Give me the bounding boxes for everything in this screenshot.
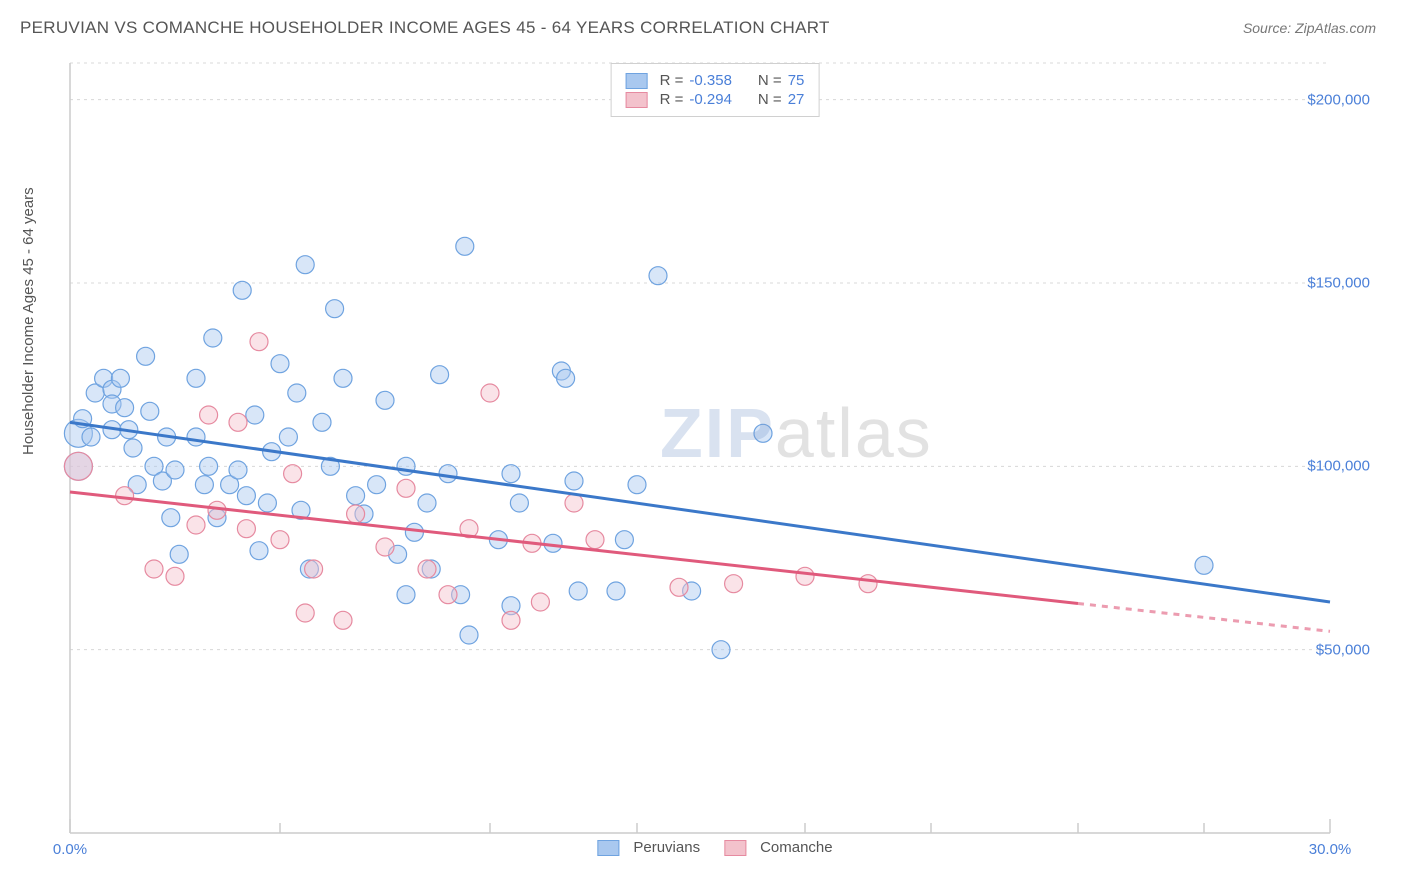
legend-correlation-box: R = -0.358N = 75 R = -0.294N = 27 — [611, 63, 820, 117]
legend-correlation-row: R = -0.358N = 75 — [626, 72, 805, 89]
legend-swatch — [597, 840, 619, 856]
legend-series-item: Peruvians — [597, 839, 700, 856]
legend-swatch — [724, 840, 746, 856]
scatter-chart-svg — [50, 55, 1370, 853]
y-axis-label: Householder Income Ages 45 - 64 years — [20, 187, 37, 455]
legend-series: Peruvians Comanche — [597, 839, 832, 856]
y-tick-label: $50,000 — [1316, 641, 1370, 658]
header-row: PERUVIAN VS COMANCHE HOUSEHOLDER INCOME … — [0, 0, 1406, 44]
x-tick-label: 30.0% — [1309, 841, 1352, 858]
legend-correlation-row: R = -0.294N = 27 — [626, 91, 805, 108]
legend-swatch — [626, 73, 648, 89]
y-tick-label: $150,000 — [1307, 275, 1370, 292]
plot-area: Householder Income Ages 45 - 64 years ZI… — [50, 55, 1380, 855]
y-tick-label: $200,000 — [1307, 91, 1370, 108]
legend-swatch — [626, 92, 648, 108]
chart-title: PERUVIAN VS COMANCHE HOUSEHOLDER INCOME … — [20, 18, 830, 38]
x-tick-label: 0.0% — [53, 841, 87, 858]
y-tick-label: $100,000 — [1307, 458, 1370, 475]
legend-series-item: Comanche — [724, 839, 833, 856]
source-credit: Source: ZipAtlas.com — [1243, 20, 1376, 36]
